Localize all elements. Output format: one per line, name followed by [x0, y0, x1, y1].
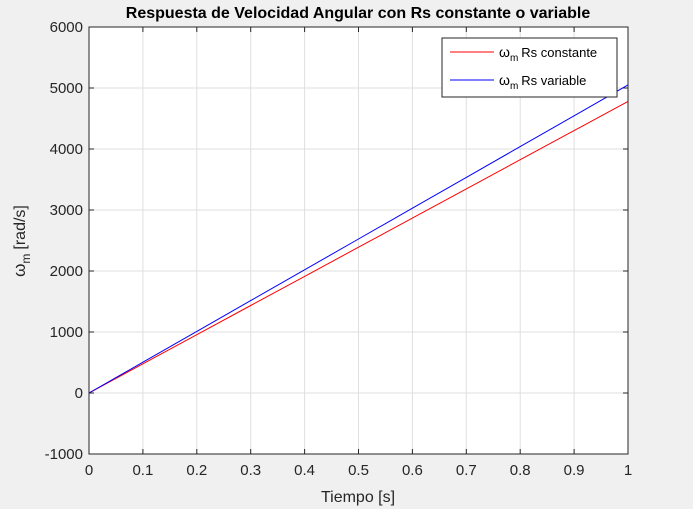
y-tick-label: 5000: [50, 80, 83, 97]
y-tick-label: 1000: [50, 324, 83, 341]
y-axis-label: ωm [rad/s]: [10, 205, 33, 277]
y-axis-ticks: -1000 0 1000 2000 3000 4000 5000 6000: [45, 19, 628, 463]
x-tick-label: 0.4: [294, 462, 315, 479]
x-tick-label: 0.5: [348, 462, 369, 479]
legend-box: [441, 37, 618, 98]
x-tick-label: 0.3: [240, 462, 261, 479]
x-tick-label: 0.7: [456, 462, 477, 479]
series-line-1: [88, 100, 629, 394]
x-tick-label: 0.6: [402, 462, 423, 479]
legend-label-2: ωm Rs variable: [499, 72, 586, 92]
y-axis-label-subscript: m: [19, 254, 33, 264]
y-tick-label: 3000: [50, 202, 83, 219]
legend: ωm Rs constante ωm Rs variable: [441, 37, 618, 98]
chart-title: Respuesta de Velocidad Angular con Rs co…: [126, 5, 591, 22]
legend-label-1: ωm Rs constante: [499, 44, 597, 64]
y-tick-label: 0: [75, 385, 83, 402]
y-axis-label-symbol: ω: [10, 264, 29, 277]
y-tick-label: -1000: [45, 446, 83, 463]
x-tick-label: 1: [624, 462, 632, 479]
y-tick-label: 6000: [50, 19, 83, 36]
x-tick-label: 0.1: [132, 462, 153, 479]
x-axis-ticks: 0 0.1 0.2 0.3 0.4 0.5 0.6 0.7 0.8 0.9 1: [85, 27, 632, 479]
series-line-2: [88, 84, 629, 394]
x-tick-label: 0.9: [564, 462, 585, 479]
y-tick-label: 4000: [50, 141, 83, 158]
x-axis-label: Tiempo [s]: [321, 489, 395, 506]
y-tick-label: 2000: [50, 263, 83, 280]
series-layer: [88, 84, 629, 394]
x-tick-label: 0.8: [510, 462, 531, 479]
x-tick-label: 0.2: [186, 462, 207, 479]
x-tick-label: 0: [85, 462, 93, 479]
y-axis-label-unit: [rad/s]: [12, 205, 29, 249]
